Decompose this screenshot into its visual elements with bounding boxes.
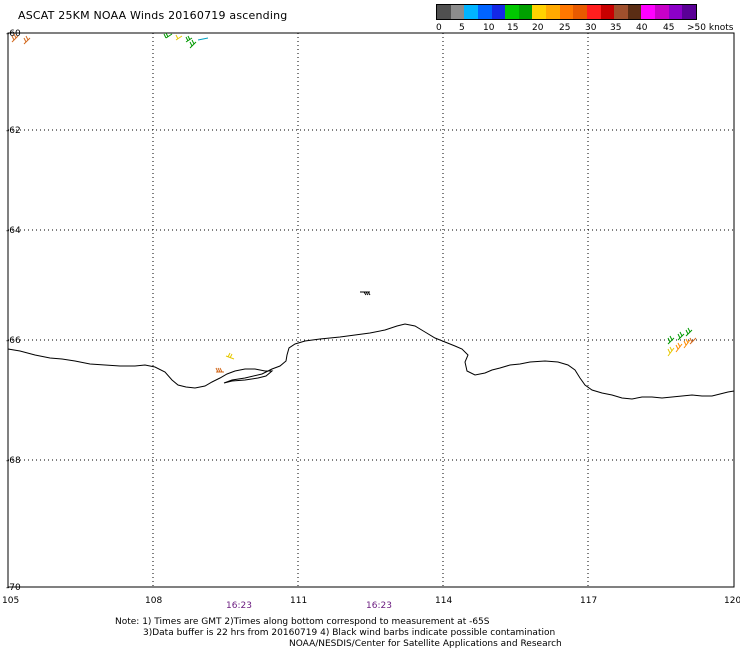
- legend-swatch: [532, 5, 546, 19]
- legend-label-50-knots: >50 knots: [687, 23, 734, 33]
- legend-color-bar: [436, 4, 697, 20]
- wind-barb: [11, 33, 19, 43]
- wind-barb: [677, 331, 685, 341]
- wind-barb: [175, 34, 183, 41]
- note-line-3: NOAA/NESDIS/Center for Satellite Applica…: [289, 639, 562, 649]
- legend-swatch: [491, 5, 506, 19]
- lat-label-64: -64: [6, 226, 21, 236]
- map-title: ASCAT 25KM NOAA Winds 20160719 ascending: [18, 9, 288, 22]
- lat-label-68: -68: [6, 456, 21, 466]
- legend-swatch: [437, 5, 451, 19]
- wind-barb: [685, 327, 693, 337]
- legend-label-35: 35: [610, 23, 622, 33]
- legend-swatch: [518, 5, 533, 19]
- wind-barb: [215, 367, 224, 373]
- lat-label-66: -66: [6, 336, 21, 346]
- lon-label-105: 105: [2, 596, 19, 606]
- wind-barb: [667, 346, 675, 357]
- legend-label-25: 25: [559, 23, 571, 33]
- wind-barb: [689, 337, 697, 345]
- legend-swatch: [586, 5, 601, 19]
- legend-label-20: 20: [532, 23, 544, 33]
- legend-label-40: 40: [636, 23, 648, 33]
- time-label-2: 16:23: [366, 601, 392, 611]
- wind-barb: [189, 39, 197, 49]
- legend-swatch: [464, 5, 478, 19]
- plot-frame: [7, 32, 735, 588]
- legend-swatch: [559, 5, 574, 19]
- lon-label-108: 108: [145, 596, 162, 606]
- legend-swatch: [450, 5, 465, 19]
- note-line-1: Note: 1) Times are GMT 2)Times along bot…: [115, 617, 490, 627]
- legend-label-5: 5: [459, 23, 465, 33]
- legend-swatch: [546, 5, 560, 19]
- wind-barb: [360, 291, 371, 296]
- legend-label-0: 0: [436, 23, 442, 33]
- legend-swatch: [614, 5, 628, 19]
- legend-label-10: 10: [483, 23, 495, 33]
- grid-lines: [8, 33, 734, 587]
- time-label-1: 16:23: [226, 601, 252, 611]
- legend-label-45: 45: [663, 23, 675, 33]
- legend-swatch: [641, 5, 655, 19]
- wind-barb: [225, 352, 235, 360]
- wind-barbs: [11, 32, 697, 373]
- wind-speed-legend: 0 5 10 15 20 25 30 35 40 45 >50 knots: [436, 4, 736, 35]
- lon-label-114: 114: [435, 596, 452, 606]
- wind-barb: [667, 335, 675, 345]
- lat-label-62: -62: [6, 126, 21, 136]
- antarctic-coastline: [7, 323, 735, 400]
- legend-label-15: 15: [507, 23, 519, 33]
- lon-label-117: 117: [580, 596, 597, 606]
- wind-barb: [163, 32, 173, 39]
- legend-swatch: [477, 5, 492, 19]
- legend-swatch: [655, 5, 669, 19]
- wind-barb: [683, 338, 691, 349]
- wind-barb: [675, 342, 683, 353]
- footnotes: Note: 1) Times are GMT 2)Times along bot…: [115, 617, 562, 650]
- legend-swatch: [573, 5, 587, 19]
- lon-label-120: 120: [724, 596, 740, 606]
- legend-label-30: 30: [585, 23, 597, 33]
- legend-swatch: [668, 5, 683, 19]
- wind-barb: [197, 37, 209, 41]
- lat-label-70: -70: [6, 583, 21, 593]
- legend-swatch: [627, 5, 642, 19]
- lon-label-111: 111: [290, 596, 307, 606]
- legend-swatch: [505, 5, 519, 19]
- legend-swatch: [600, 5, 615, 19]
- legend-labels: 0 5 10 15 20 25 30 35 40 45 >50 knots: [436, 23, 736, 35]
- note-line-2: 3)Data buffer is 22 hrs from 20160719 4)…: [143, 628, 556, 638]
- legend-swatch: [682, 5, 696, 19]
- lat-label-60: -60: [6, 29, 21, 39]
- wind-barb: [23, 35, 31, 45]
- wind-barb: [185, 35, 193, 43]
